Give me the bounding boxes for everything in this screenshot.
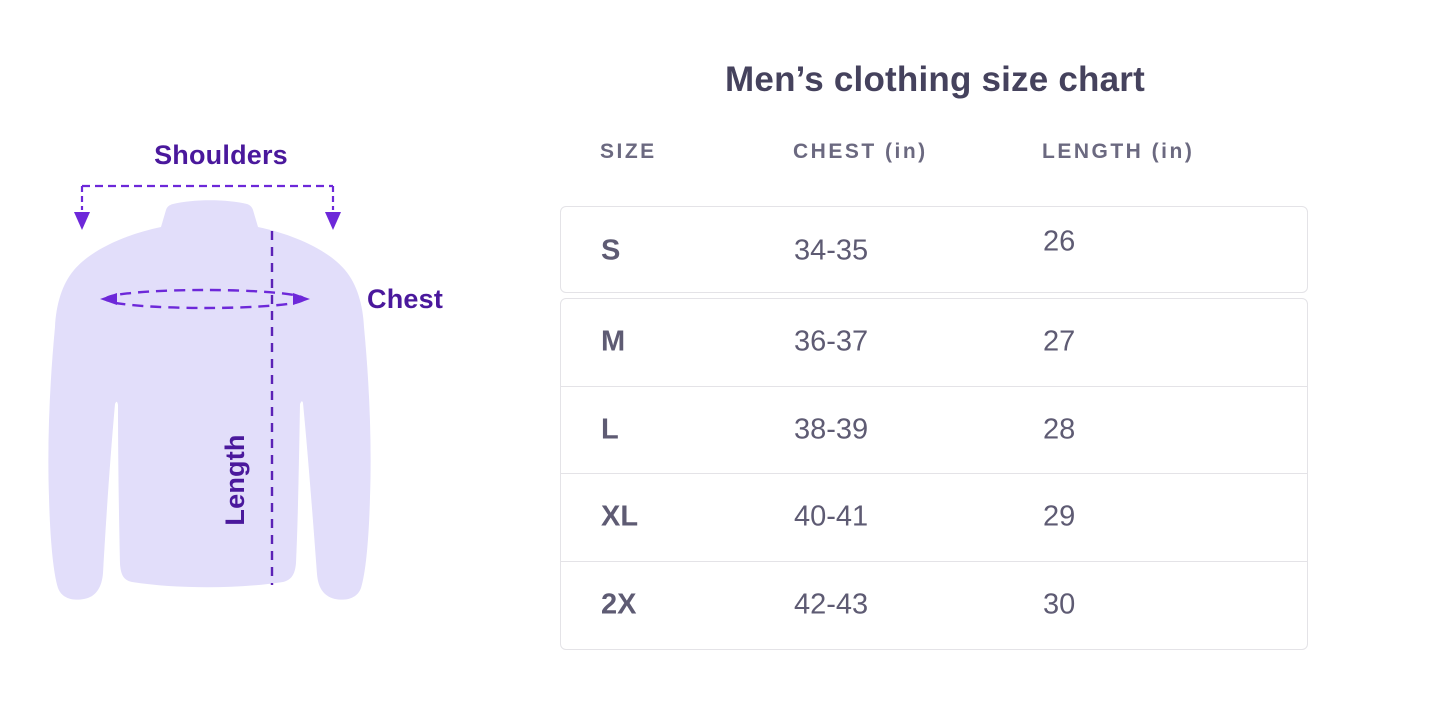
chest-cell: 42-43	[794, 588, 869, 621]
shoulders-arrow	[80, 184, 335, 210]
table-header-row: SIZE CHEST (in) LENGTH (in)	[560, 140, 1310, 166]
size-cell: M	[601, 325, 626, 358]
column-header-length: LENGTH (in)	[1042, 140, 1195, 163]
shirt-silhouette	[48, 200, 371, 600]
table-row: L 38-39 28	[561, 387, 1307, 474]
chest-cell: 34-35	[794, 234, 869, 266]
column-header-size: SIZE	[600, 140, 657, 163]
size-cell: L	[601, 413, 619, 446]
length-cell: 27	[1043, 325, 1076, 358]
table-row: XL 40-41 29	[561, 474, 1307, 562]
size-cell: S	[601, 234, 621, 266]
chest-cell: 38-39	[794, 413, 869, 446]
size-cell: 2X	[601, 588, 637, 621]
chest-cell: 40-41	[794, 500, 869, 533]
length-cell: 30	[1043, 588, 1076, 621]
chest-arrow	[100, 288, 310, 310]
length-cell: 26	[1043, 225, 1076, 257]
column-header-chest: CHEST (in)	[793, 140, 928, 163]
shoulders-arrowhead-left	[74, 212, 90, 230]
table-row: S 34-35 26	[560, 206, 1308, 293]
chest-cell: 36-37	[794, 325, 869, 358]
table-row: M 36-37 27	[561, 299, 1307, 387]
table-row: 2X 42-43 30	[561, 562, 1307, 650]
length-label: Length	[220, 434, 250, 526]
shoulders-arrowhead-right	[325, 212, 341, 230]
size-cell: XL	[601, 500, 639, 533]
size-diagram: Shoulders Chest Length	[0, 0, 520, 725]
shirt-graphic	[48, 184, 371, 600]
chest-label: Chest	[367, 284, 444, 314]
table-body: M 36-37 27 L 38-39 28 XL 40-41 29 2X 42-…	[560, 298, 1308, 650]
shoulders-label: Shoulders	[154, 140, 288, 170]
length-cell: 28	[1043, 413, 1076, 446]
page-title: Men’s clothing size chart	[725, 60, 1145, 99]
length-cell: 29	[1043, 500, 1076, 533]
